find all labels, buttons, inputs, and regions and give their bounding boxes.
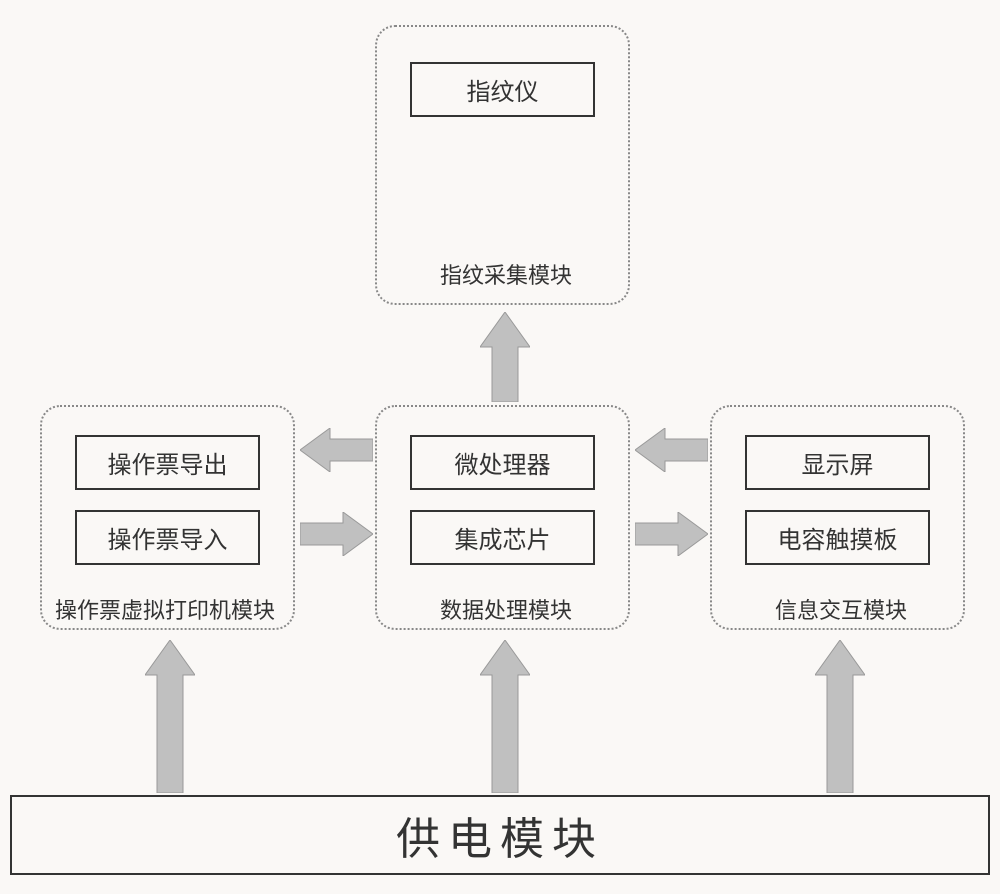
label-printer: 操作票虚拟打印机模块 [55,593,275,625]
label-fingerprint: 指纹采集模块 [440,258,572,290]
box-microprocessor: 微处理器 [410,435,595,490]
box-label: 操作票导入 [108,520,228,555]
box-ticket-import: 操作票导入 [75,510,260,565]
box-power-supply: 供电模块 [10,795,990,875]
box-label: 集成芯片 [455,520,551,555]
box-label: 电容触摸板 [778,520,898,555]
box-label: 微处理器 [455,445,551,480]
arrow-power-to-interaction [815,640,865,793]
arrow-processor-to-fingerprint [480,312,530,402]
arrow-interaction-to-processor [635,428,708,472]
arrow-power-to-printer [145,640,195,793]
power-label: 供电模块 [396,803,604,867]
box-ticket-export: 操作票导出 [75,435,260,490]
box-label: 指纹仪 [467,72,539,107]
label-processor: 数据处理模块 [440,593,572,625]
box-ic-chip: 集成芯片 [410,510,595,565]
label-interaction: 信息交互模块 [775,593,907,625]
box-label: 显示屏 [802,445,874,480]
arrow-printer-to-processor [300,512,373,556]
arrow-processor-to-interaction [635,512,708,556]
box-display: 显示屏 [745,435,930,490]
arrow-power-to-processor [480,640,530,793]
arrow-processor-to-printer [300,428,373,472]
box-touchpad: 电容触摸板 [745,510,930,565]
box-fingerprint-device: 指纹仪 [410,62,595,117]
box-label: 操作票导出 [108,445,228,480]
